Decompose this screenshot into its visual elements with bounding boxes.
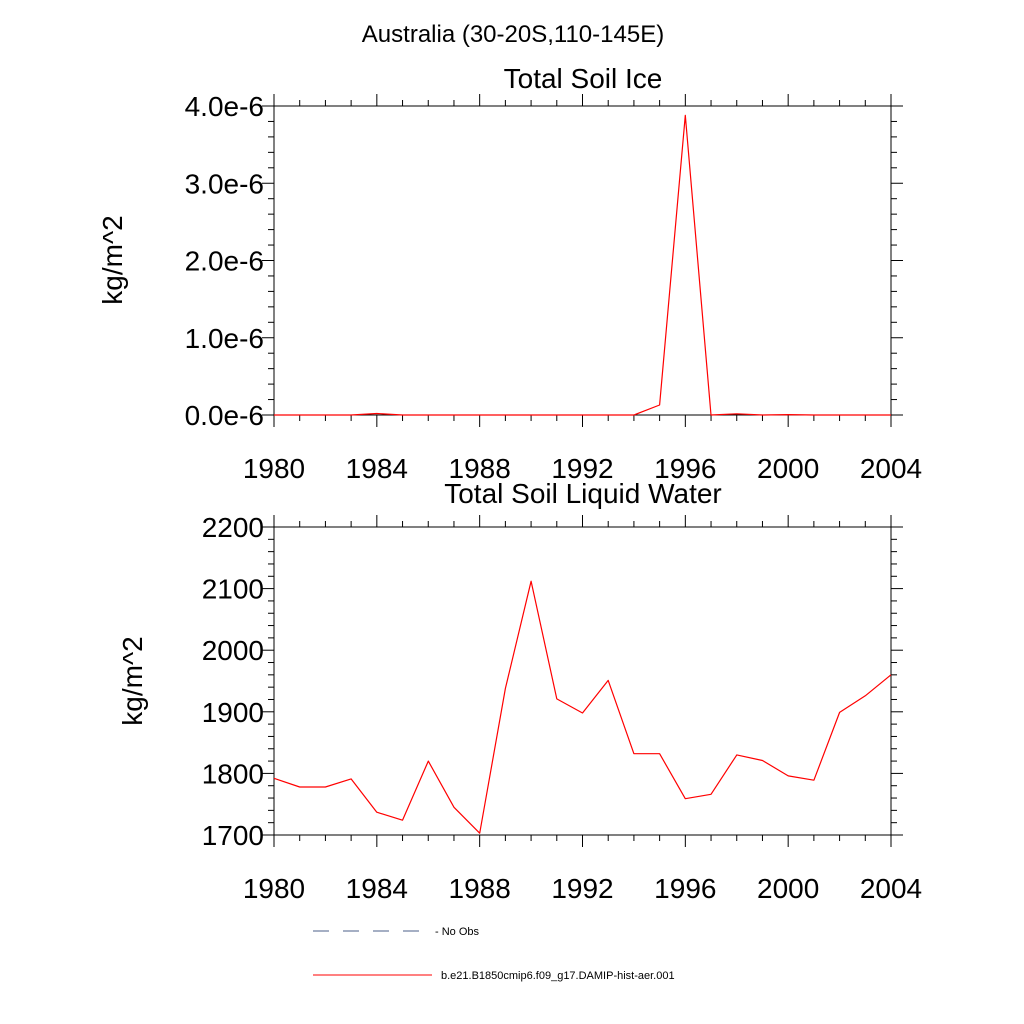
legend-label-no-obs: - No Obs: [435, 926, 480, 938]
y-axis-label-soil-ice: kg/m^2: [97, 215, 128, 304]
x-tick-label-soil-liquid-water: 1992: [551, 873, 613, 904]
chart-title-soil-ice: Total Soil Ice: [504, 63, 663, 94]
soil-liquid-water-panel: Total Soil Liquid Water kg/m^2 1980 1984 1…: [117, 478, 922, 904]
series-line-soil-liquid-water: [273, 580, 892, 834]
y-axis-label-soil-liquid-water: kg/m^2: [117, 636, 148, 725]
x-tick-label-soil-liquid-water: 2000: [757, 873, 819, 904]
series-line-soil-ice: [274, 114, 891, 416]
x-tick-label-soil-liquid-water: 2004: [860, 873, 922, 904]
plot-frame-soil-ice: [273, 105, 892, 416]
y-tick-label-soil-liquid-water: 1800: [202, 758, 264, 789]
x-tick-label-soil-liquid-water: 1996: [654, 873, 716, 904]
y-tick-label-soil-liquid-water: 1900: [202, 697, 264, 728]
y-tick-label-soil-liquid-water: 2100: [202, 574, 264, 605]
page-title: Australia (30-20S,110-145E): [362, 21, 664, 48]
x-tick-label-soil-ice: 1992: [551, 453, 613, 484]
plot-frame-soil-liquid-water: [273, 526, 892, 836]
y-tick-label-soil-liquid-water: 2000: [202, 635, 264, 666]
x-tick-label-soil-ice: 1996: [654, 453, 716, 484]
chart-title-soil-liquid-water: Total Soil Liquid Water: [444, 478, 722, 509]
x-tick-label-soil-ice: 1984: [346, 453, 408, 484]
y-tick-label-soil-ice: 0.0e-6: [185, 400, 264, 431]
x-tick-label-soil-ice: 2000: [757, 453, 819, 484]
y-tick-label-soil-ice: 2.0e-6: [185, 246, 264, 277]
x-tick-label-soil-ice: 2004: [860, 453, 922, 484]
y-tick-label-soil-ice: 1.0e-6: [185, 323, 264, 354]
y-tick-label-soil-liquid-water: 1700: [202, 820, 264, 851]
legend: - No Obs b.e21.B1850cmip6.f09_g17.DAMIP-…: [313, 926, 675, 982]
x-tick-label-soil-liquid-water: 1988: [449, 873, 511, 904]
x-tick-label-soil-liquid-water: 1980: [243, 873, 305, 904]
legend-label-model: b.e21.B1850cmip6.f09_g17.DAMIP-hist-aer.…: [441, 970, 675, 982]
y-tick-label-soil-ice: 3.0e-6: [185, 168, 264, 199]
x-tick-label-soil-ice: 1980: [243, 453, 305, 484]
y-tick-label-soil-ice: 4.0e-6: [185, 91, 264, 122]
x-tick-label-soil-ice: 1988: [449, 453, 511, 484]
x-tick-label-soil-liquid-water: 1984: [346, 873, 408, 904]
y-tick-label-soil-liquid-water: 2200: [202, 512, 264, 543]
soil-ice-panel: Total Soil Ice kg/m^2 1980 1984 1988 1992 19…: [97, 63, 922, 484]
